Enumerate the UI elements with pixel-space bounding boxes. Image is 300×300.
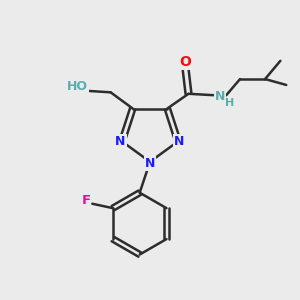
Text: N: N (145, 157, 155, 170)
Text: N: N (215, 90, 226, 103)
Text: HO: HO (67, 80, 88, 93)
Text: F: F (81, 194, 90, 207)
Text: N: N (115, 135, 126, 148)
Text: O: O (180, 55, 191, 69)
Text: H: H (225, 98, 234, 108)
Text: N: N (174, 135, 185, 148)
